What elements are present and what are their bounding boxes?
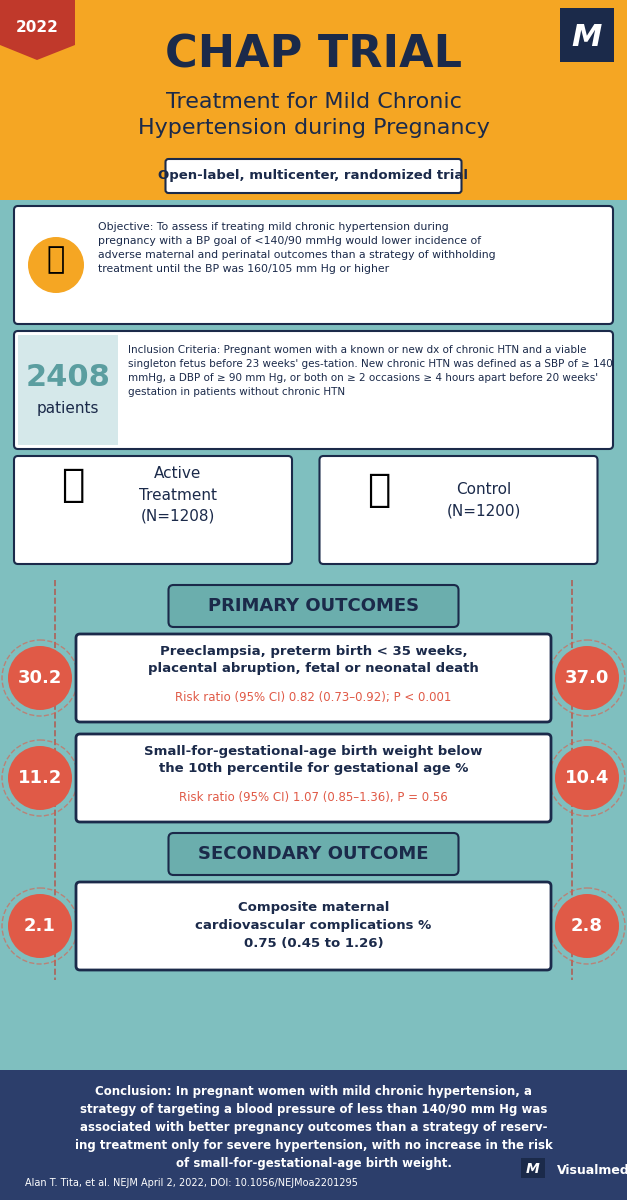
Text: Alan T. Tita, et al. NEJM April 2, 2022, DOI: 10.1056/NEJMoa2201295: Alan T. Tita, et al. NEJM April 2, 2022,… xyxy=(25,1178,358,1188)
Text: 10.4: 10.4 xyxy=(565,769,609,787)
Circle shape xyxy=(8,746,72,810)
Text: 💡: 💡 xyxy=(47,246,65,275)
FancyBboxPatch shape xyxy=(166,158,461,193)
FancyBboxPatch shape xyxy=(169,584,458,626)
FancyBboxPatch shape xyxy=(169,833,458,875)
FancyBboxPatch shape xyxy=(521,1158,545,1178)
Text: PRIMARY OUTCOMES: PRIMARY OUTCOMES xyxy=(208,596,419,614)
Text: Preeclampsia, preterm birth < 35 weeks,
placental abruption, fetal or neonatal d: Preeclampsia, preterm birth < 35 weeks, … xyxy=(148,646,479,674)
FancyBboxPatch shape xyxy=(560,8,614,62)
Text: M: M xyxy=(572,24,602,53)
Text: 🩺: 🩺 xyxy=(367,470,390,509)
Circle shape xyxy=(28,236,84,293)
Text: Conclusion: In pregnant women with mild chronic hypertension, a
strategy of targ: Conclusion: In pregnant women with mild … xyxy=(75,1085,552,1170)
Text: M: M xyxy=(526,1162,540,1176)
FancyBboxPatch shape xyxy=(14,456,292,564)
FancyBboxPatch shape xyxy=(76,634,551,722)
FancyBboxPatch shape xyxy=(14,206,613,324)
Text: Inclusion Criteria: Pregnant women with a known or new dx of chronic HTN and a v: Inclusion Criteria: Pregnant women with … xyxy=(128,346,613,397)
Circle shape xyxy=(555,646,619,710)
Circle shape xyxy=(555,894,619,958)
Text: 30.2: 30.2 xyxy=(18,670,62,686)
Text: Small-for-gestational-age birth weight below
the 10th percentile for gestational: Small-for-gestational-age birth weight b… xyxy=(144,745,483,775)
Text: 37.0: 37.0 xyxy=(565,670,609,686)
FancyBboxPatch shape xyxy=(14,331,613,449)
FancyBboxPatch shape xyxy=(76,734,551,822)
Text: Visualmed: Visualmed xyxy=(557,1164,627,1176)
Text: 2022: 2022 xyxy=(16,20,58,36)
Text: Composite maternal
cardiovascular complications %
0.75 (0.45 to 1.26): Composite maternal cardiovascular compli… xyxy=(196,901,431,950)
Text: Treatment for Mild Chronic
Hypertension during Pregnancy: Treatment for Mild Chronic Hypertension … xyxy=(137,91,490,138)
Text: 2.1: 2.1 xyxy=(24,917,56,935)
Text: 2408: 2408 xyxy=(26,364,110,392)
Text: CHAP TRIAL: CHAP TRIAL xyxy=(165,34,462,77)
Text: Active
Treatment
(N=1208): Active Treatment (N=1208) xyxy=(139,467,217,523)
Text: Open-label, multicenter, randomized trial: Open-label, multicenter, randomized tria… xyxy=(159,169,468,182)
Text: patients: patients xyxy=(37,401,99,415)
FancyBboxPatch shape xyxy=(0,200,627,1070)
Circle shape xyxy=(555,746,619,810)
FancyBboxPatch shape xyxy=(18,335,118,445)
Text: 💉: 💉 xyxy=(61,466,85,504)
Circle shape xyxy=(8,894,72,958)
FancyBboxPatch shape xyxy=(0,1070,627,1200)
Polygon shape xyxy=(0,0,75,60)
FancyBboxPatch shape xyxy=(0,0,627,200)
Text: Objective: To assess if treating mild chronic hypertension during
pregnancy with: Objective: To assess if treating mild ch… xyxy=(98,222,495,274)
Text: 11.2: 11.2 xyxy=(18,769,62,787)
Text: Control
(N=1200): Control (N=1200) xyxy=(446,482,520,518)
Circle shape xyxy=(8,646,72,710)
FancyBboxPatch shape xyxy=(76,882,551,970)
Text: SECONDARY OUTCOME: SECONDARY OUTCOME xyxy=(198,845,429,863)
Text: Risk ratio (95% CI) 0.82 (0.73–0.92); P < 0.001: Risk ratio (95% CI) 0.82 (0.73–0.92); P … xyxy=(176,691,451,704)
FancyBboxPatch shape xyxy=(320,456,598,564)
Text: Risk ratio (95% CI) 1.07 (0.85–1.36), P = 0.56: Risk ratio (95% CI) 1.07 (0.85–1.36), P … xyxy=(179,792,448,804)
Text: 2.8: 2.8 xyxy=(571,917,603,935)
